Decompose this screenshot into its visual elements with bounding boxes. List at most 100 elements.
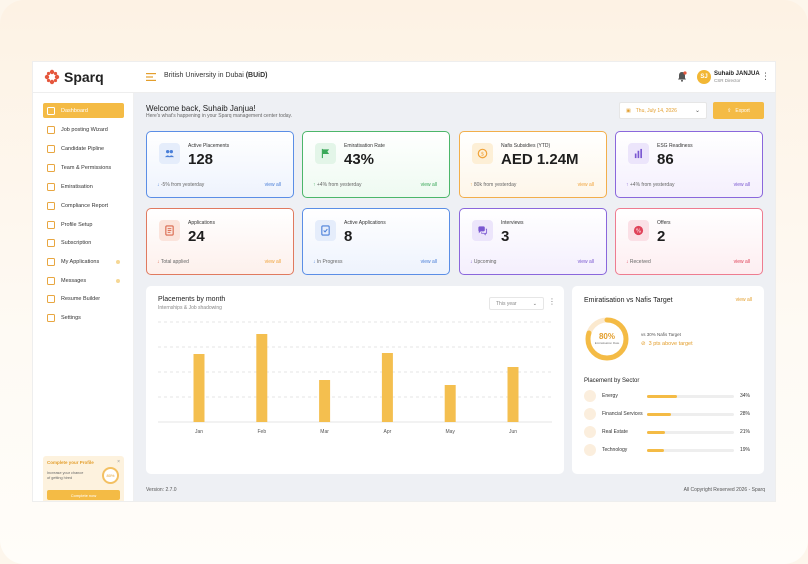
sector-title: Placement by Sector: [584, 378, 640, 384]
group-icon: [159, 143, 180, 164]
view-all-link[interactable]: view all: [733, 182, 750, 188]
check-circle-icon: ⊘: [641, 341, 646, 347]
sector-bar-fill: [647, 449, 664, 452]
menu-icon[interactable]: [145, 71, 157, 83]
card-offers[interactable]: % Offers 2 ↓ Received view all: [615, 208, 763, 275]
calendar-icon: [47, 238, 55, 247]
sidebar-item-job-posting[interactable]: Job posting Wizard: [43, 122, 124, 137]
sidebar-item-label: Profile Setup: [61, 221, 93, 228]
view-all-link[interactable]: view all: [420, 182, 437, 188]
sector-percent: 34%: [740, 393, 751, 399]
card-label: Applications: [188, 220, 215, 226]
view-all-link[interactable]: view all: [420, 259, 437, 265]
card-nafis-subsidies[interactable]: $ Nafis Subsidies (YTD) AED 1.24M ↑ 80k …: [459, 131, 607, 198]
card-applications[interactable]: Applications 24 ↓ Total applied view all: [146, 208, 294, 275]
chart-bar-mar[interactable]: [319, 380, 331, 422]
sidebar-item-profile-setup[interactable]: Profile Setup: [43, 217, 124, 232]
date-picker[interactable]: ▣ Thu, July 14, 2026 ⌄: [619, 102, 707, 119]
dashboard-icon: [47, 106, 55, 115]
x-tick-label: Jun: [509, 429, 517, 435]
main-content: Welcome back, Suhaib Janjua! Here's what…: [134, 93, 775, 501]
svg-text:$: $: [481, 152, 485, 158]
close-icon[interactable]: ×: [117, 459, 120, 465]
card-trend: ↑ +4% from yesterday: [626, 182, 675, 188]
bell-icon[interactable]: [677, 71, 687, 82]
version-text: Version: 2.7.0: [146, 487, 177, 493]
more-options-icon[interactable]: ⋮: [548, 297, 556, 306]
view-all-link[interactable]: view all: [733, 259, 750, 265]
card-emiratisation-rate[interactable]: Emiratisation Rate 43% ↑ +4% from yester…: [302, 131, 450, 198]
app-window: Sparq British University in Dubai (BUiD)…: [32, 61, 776, 502]
x-tick-label: May: [445, 429, 455, 435]
view-all-link[interactable]: view all: [577, 182, 594, 188]
card-value: AED 1.24M: [501, 151, 579, 168]
more-options-icon[interactable]: ⋮: [761, 71, 770, 81]
sidebar-item-resume-builder[interactable]: Resume Builder: [43, 291, 124, 306]
view-all-link[interactable]: view all: [264, 259, 281, 265]
view-all-link[interactable]: view all: [577, 259, 594, 265]
view-all-link[interactable]: view all: [264, 182, 281, 188]
chart-bar-apr[interactable]: [381, 353, 393, 422]
profile-progress-ring: 80%: [102, 467, 119, 484]
arrow-down-icon: ↓: [313, 259, 316, 265]
card-trend-text: +4% from yesterday: [629, 182, 675, 188]
sidebar-item-label: Settings: [61, 314, 81, 321]
sidebar-item-label: Resume Builder: [61, 295, 101, 302]
sidebar-item-team[interactable]: Team & Permissions: [43, 160, 124, 175]
sidebar-item-settings[interactable]: Settings: [43, 310, 124, 325]
card-trend-text: +4% from yesterday: [316, 182, 362, 188]
team-icon: [47, 163, 55, 172]
card-trend-text: -5% from yesterday: [160, 182, 205, 188]
card-label: Emiratisation Rate: [344, 143, 385, 149]
donut-label: Emiratisation Rate: [594, 341, 620, 345]
card-esg-readiness[interactable]: ESG Readiness 86 ↑ +4% from yesterday vi…: [615, 131, 763, 198]
brand-logo[interactable]: Sparq: [44, 69, 104, 85]
upload-icon: ⇪: [727, 107, 732, 114]
sidebar-item-dashboard[interactable]: Dashboard: [43, 103, 124, 118]
card-value: 2: [657, 228, 666, 245]
chart-bar-may[interactable]: [444, 385, 456, 422]
view-all-link[interactable]: view all: [735, 297, 752, 303]
card-trend: ↓ In Progress: [313, 259, 342, 265]
chevron-down-icon: ⌄: [694, 108, 700, 114]
sidebar-item-my-applications[interactable]: My Applications: [43, 254, 124, 269]
university-code: (BUiD): [245, 72, 268, 79]
page-title: Welcome back, Suhaib Janjua!: [146, 104, 256, 113]
chat-icon: [472, 220, 493, 241]
chart-bar-jan[interactable]: [193, 354, 205, 422]
target-status-text: 3 pts above target: [648, 341, 693, 347]
sidebar-item-subscription[interactable]: Subscription: [43, 235, 124, 250]
card-trend: ↓ Received: [626, 259, 651, 265]
arrow-down-icon: ↓: [470, 259, 473, 265]
donut-chart: [585, 317, 629, 361]
target-text: vs 30% Nafis Target: [641, 332, 681, 337]
year-select-value: This year: [496, 300, 517, 307]
sector-bar: [647, 395, 734, 398]
card-label: Active Applications: [344, 220, 386, 226]
export-button[interactable]: ⇪ Export: [713, 102, 764, 119]
sidebar-item-compliance[interactable]: Compliance Report: [43, 198, 124, 213]
sidebar-item-emiratisation[interactable]: Emiratisation: [43, 179, 124, 194]
sidebar-item-label: Job posting Wizard: [61, 126, 108, 133]
sidebar-item-candidate-pipeline[interactable]: Candidate Pipline: [43, 141, 124, 156]
sector-name: Technology: [602, 447, 628, 453]
chart-bar-feb[interactable]: [256, 334, 268, 422]
complete-now-button[interactable]: Complete now: [47, 490, 120, 500]
card-active-applications[interactable]: Active Applications 8 ↓ In Progress view…: [302, 208, 450, 275]
card-value: 24: [188, 228, 205, 245]
flag-icon: [315, 143, 336, 164]
arrow-up-icon: ↑: [470, 182, 473, 188]
card-active-placements[interactable]: Active Placements 128 ↓ -5% from yesterd…: [146, 131, 294, 198]
sector-bar: [647, 449, 734, 452]
year-select[interactable]: This year ⌄: [489, 297, 544, 310]
people-icon: [47, 182, 55, 191]
sidebar-item-label: Emiratisation: [61, 183, 93, 190]
sidebar-item-label: Subscription: [61, 239, 92, 246]
card-interviews[interactable]: Interviews 3 ↓ Upcoming view all: [459, 208, 607, 275]
avatar[interactable]: SJ: [697, 70, 711, 84]
chart-bar-jun[interactable]: [507, 367, 519, 422]
card-trend: ↓ Upcoming: [470, 259, 496, 265]
donut-percent: 80%: [598, 332, 615, 341]
sidebar-item-messages[interactable]: Messages: [43, 273, 124, 288]
sector-row: Financial Services 28%: [584, 408, 752, 420]
